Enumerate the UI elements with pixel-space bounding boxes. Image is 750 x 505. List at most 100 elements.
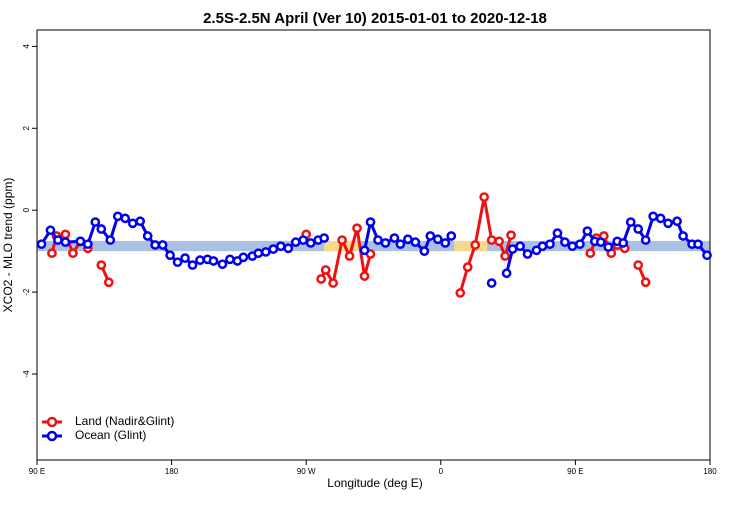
- data-point: [319, 233, 329, 243]
- data-point: [60, 237, 71, 247]
- data-point: [446, 231, 457, 241]
- legend-label: Land (Nadir&Glint): [75, 414, 174, 428]
- data-point: [283, 243, 294, 254]
- data-point: [320, 265, 331, 275]
- x-axis-label: Longitude (deg E): [327, 476, 422, 490]
- data-point: [328, 278, 338, 288]
- data-point: [552, 228, 563, 238]
- data-point: [217, 259, 228, 270]
- data-point: [655, 213, 666, 224]
- data-point: [380, 238, 391, 248]
- data-point: [268, 244, 279, 254]
- data-point: [53, 235, 63, 245]
- data-point: [403, 234, 413, 245]
- data-point: [150, 240, 160, 250]
- data-point: [172, 257, 183, 268]
- data-point: [352, 223, 362, 234]
- data-point: [96, 224, 107, 234]
- data-point: [575, 239, 585, 250]
- data-point: [515, 241, 525, 252]
- data-point: [359, 271, 370, 281]
- data-point: [316, 274, 327, 284]
- y-tick-label: 2: [22, 126, 31, 131]
- data-point: [165, 250, 175, 261]
- data-point: [344, 251, 355, 261]
- data-point: [68, 248, 78, 259]
- data-point: [410, 237, 421, 247]
- data-point: [305, 238, 316, 248]
- data-point: [494, 236, 504, 247]
- data-point: [663, 218, 673, 229]
- y-axis-label: XCO2 - MLO trend (ppm): [1, 178, 15, 313]
- data-point: [260, 247, 271, 257]
- data-point: [633, 224, 644, 234]
- x-tick-label: 90 E: [567, 467, 583, 476]
- data-point: [142, 231, 153, 241]
- y-tick-label: -2: [22, 288, 31, 296]
- data-point: [501, 268, 512, 279]
- data-point: [298, 235, 309, 245]
- data-point: [187, 260, 198, 270]
- data-point: [120, 213, 131, 224]
- data-point: [582, 226, 593, 236]
- data-point: [479, 192, 490, 202]
- data-point: [75, 236, 86, 247]
- data-point: [633, 260, 644, 270]
- data-point: [537, 241, 548, 252]
- data-point: [275, 241, 286, 252]
- data-point: [157, 240, 168, 250]
- data-point: [567, 241, 578, 252]
- data-point: [618, 238, 629, 248]
- x-tick-label: 180: [165, 467, 179, 476]
- data-point: [506, 230, 516, 241]
- data-point: [90, 217, 101, 227]
- data-point: [365, 217, 376, 227]
- legend-marker: [46, 430, 58, 442]
- reference-band: [37, 240, 710, 252]
- data-point: [595, 237, 606, 247]
- data-point: [290, 237, 301, 247]
- data-point: [337, 235, 347, 245]
- data-point: [672, 216, 682, 227]
- data-point: [500, 251, 510, 261]
- data-point: [648, 211, 659, 222]
- data-point: [678, 231, 688, 241]
- data-point: [180, 253, 190, 263]
- data-point: [603, 242, 614, 252]
- data-point: [702, 250, 712, 261]
- data-point: [238, 252, 249, 263]
- data-point: [560, 237, 570, 247]
- data-point: [640, 277, 651, 288]
- data-point: [462, 262, 473, 272]
- data-point: [585, 248, 596, 259]
- data-point: [486, 235, 497, 245]
- y-tick-label: 4: [22, 44, 31, 49]
- x-tick-label: 90 E: [29, 467, 45, 476]
- data-point: [82, 239, 93, 250]
- data-point: [96, 260, 107, 270]
- legend-label: Ocean (Glint): [75, 428, 146, 442]
- chart-title: 2.5S-2.5N April (Ver 10) 2015-01-01 to 2…: [203, 10, 547, 27]
- data-point: [693, 239, 703, 250]
- x-tick-label: 0: [439, 467, 444, 476]
- data-point: [36, 239, 47, 250]
- data-point: [522, 249, 533, 259]
- data-point: [395, 239, 406, 250]
- data-point: [419, 246, 430, 256]
- data-point: [425, 231, 436, 241]
- data-point: [486, 278, 497, 288]
- data-point: [455, 288, 466, 298]
- data-point: [47, 248, 57, 259]
- x-tick-label: 90 W: [297, 467, 316, 476]
- data-point: [225, 254, 235, 265]
- y-tick-label: -4: [22, 370, 31, 378]
- data-point: [389, 233, 400, 243]
- data-point: [105, 235, 116, 245]
- y-tick-label: 0: [22, 207, 31, 212]
- data-point: [373, 235, 383, 245]
- data-point: [45, 225, 56, 236]
- legend-marker: [46, 416, 58, 428]
- data-point: [208, 256, 219, 266]
- data-point: [135, 216, 146, 227]
